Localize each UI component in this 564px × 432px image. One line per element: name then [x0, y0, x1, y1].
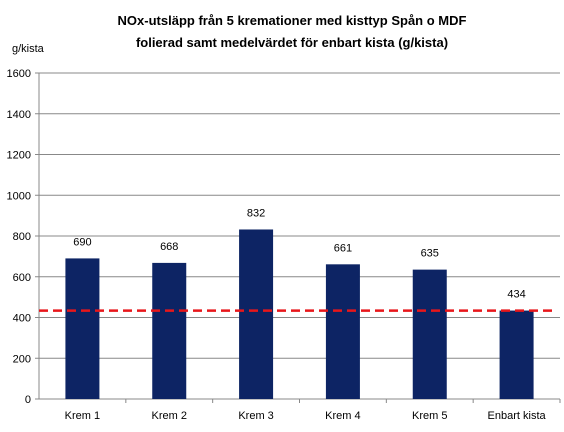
- y-tick-label: 1600: [7, 68, 31, 80]
- x-tick-label: Krem 3: [238, 410, 273, 422]
- chart-title-line-2: folierad samt medelvärdet för enbart kis…: [136, 35, 448, 50]
- data-label: 661: [334, 242, 352, 254]
- data-label: 668: [160, 241, 178, 253]
- x-tick-label: Krem 4: [325, 410, 360, 422]
- y-tick-label: 200: [13, 353, 31, 365]
- bar: [65, 258, 100, 399]
- y-tick-label: 0: [25, 394, 31, 406]
- bar: [499, 310, 534, 399]
- bar: [152, 262, 187, 399]
- x-tick-label: Enbart kista: [488, 410, 547, 422]
- chart-title-line-1: NOx-utsläpp från 5 kremationer med kistt…: [118, 13, 467, 28]
- y-tick-label: 1400: [7, 109, 31, 121]
- bar: [412, 269, 447, 399]
- bar: [239, 229, 274, 399]
- y-tick-label: 1000: [7, 190, 31, 202]
- y-tick-label: 400: [13, 313, 31, 325]
- x-tick-label: Krem 1: [65, 410, 100, 422]
- y-tick-label: 600: [13, 272, 31, 284]
- y-axis-label: g/kista: [12, 43, 45, 55]
- x-tick-label: Krem 5: [412, 410, 447, 422]
- data-label: 635: [421, 248, 439, 260]
- y-tick-label: 1200: [7, 150, 31, 162]
- plot-area: 0 200 400 600 800 1000 1200 1400 1600 690 Krem 1 66…: [7, 68, 561, 422]
- bar: [325, 264, 360, 399]
- x-tick-label: Krem 2: [152, 410, 187, 422]
- data-label: 434: [507, 289, 525, 301]
- y-tick-label: 800: [13, 231, 31, 243]
- data-label: 832: [247, 207, 265, 219]
- data-label: 690: [73, 236, 91, 248]
